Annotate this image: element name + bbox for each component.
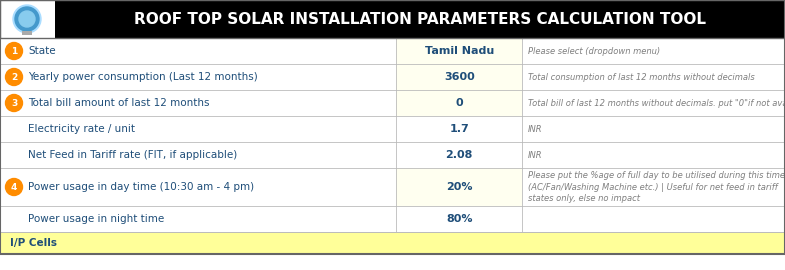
Text: 1: 1: [11, 46, 17, 56]
Circle shape: [5, 178, 23, 195]
Bar: [0, 0, 785, 38]
Circle shape: [5, 69, 23, 86]
Bar: [396, 38, 522, 64]
Text: 2.08: 2.08: [446, 150, 473, 160]
Text: Please put the %age of full day to be utilised during this time
(AC/Fan/Washing : Please put the %age of full day to be ut…: [528, 171, 785, 202]
Text: INR: INR: [528, 150, 542, 160]
Text: Net Feed in Tariff rate (FIT, if applicable): Net Feed in Tariff rate (FIT, if applica…: [28, 150, 237, 160]
Text: Please select (dropdown menu): Please select (dropdown menu): [528, 46, 660, 56]
Bar: [396, 168, 522, 206]
Bar: [396, 90, 522, 116]
Text: 0: 0: [455, 98, 463, 108]
Bar: [0, 142, 785, 168]
Text: 3: 3: [11, 99, 17, 107]
Text: 2: 2: [11, 73, 17, 82]
Circle shape: [5, 42, 23, 59]
Bar: [0, 168, 785, 206]
Bar: [0, 64, 785, 90]
Bar: [0, 38, 785, 64]
Bar: [0, 90, 785, 116]
Text: 20%: 20%: [446, 182, 473, 192]
Text: Total bill amount of last 12 months: Total bill amount of last 12 months: [28, 98, 210, 108]
Bar: [0, 0, 785, 38]
Bar: [396, 64, 522, 90]
Bar: [0, 0, 55, 38]
Text: Total consumption of last 12 months without decimals: Total consumption of last 12 months with…: [528, 73, 754, 82]
Text: I/P Cells: I/P Cells: [10, 238, 57, 248]
Circle shape: [15, 7, 39, 31]
Text: Total bill of last 12 months without decimals. put "0"if not available: Total bill of last 12 months without dec…: [528, 99, 785, 107]
Text: 3600: 3600: [444, 72, 475, 82]
Text: 80%: 80%: [446, 214, 473, 224]
Circle shape: [19, 11, 35, 27]
Text: Power usage in night time: Power usage in night time: [28, 214, 164, 224]
Text: State: State: [28, 46, 56, 56]
Text: Electricity rate / unit: Electricity rate / unit: [28, 124, 135, 134]
Bar: [0, 206, 785, 232]
Text: Power usage in day time (10:30 am - 4 pm): Power usage in day time (10:30 am - 4 pm…: [28, 182, 254, 192]
Bar: [22, 31, 32, 35]
Text: 4: 4: [11, 183, 17, 191]
Bar: [396, 206, 522, 232]
Text: Tamil Nadu: Tamil Nadu: [425, 46, 494, 56]
Bar: [0, 116, 785, 142]
Text: Yearly power consumption (Last 12 months): Yearly power consumption (Last 12 months…: [28, 72, 257, 82]
Text: ROOF TOP SOLAR INSTALLATION PARAMETERS CALCULATION TOOL: ROOF TOP SOLAR INSTALLATION PARAMETERS C…: [134, 12, 706, 26]
Bar: [396, 116, 522, 142]
Text: 1.7: 1.7: [449, 124, 469, 134]
Bar: [396, 142, 522, 168]
Circle shape: [5, 94, 23, 112]
Circle shape: [13, 5, 41, 33]
Text: INR: INR: [528, 124, 542, 133]
Bar: [0, 232, 785, 254]
